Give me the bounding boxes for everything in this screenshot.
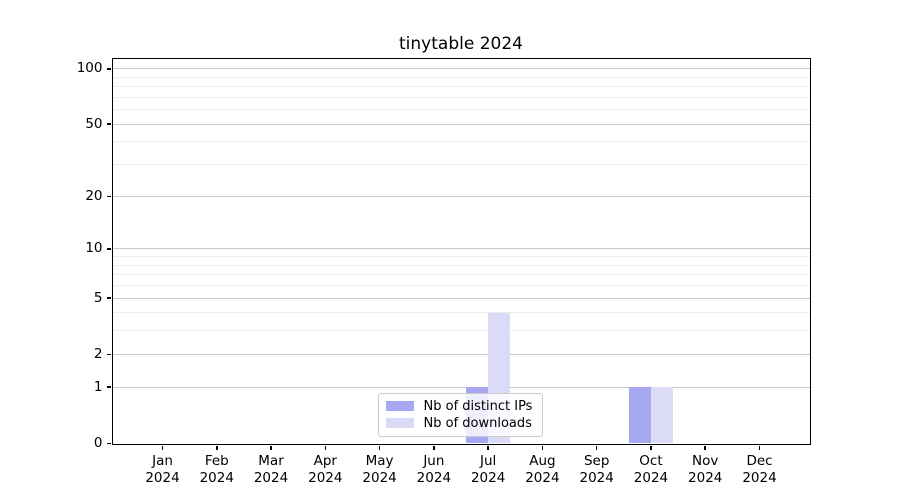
x-tick-month: Dec — [746, 452, 773, 469]
y-gridline-major — [112, 248, 810, 250]
x-tick-year: 2024 — [688, 469, 723, 486]
x-tick — [541, 445, 544, 450]
x-tick-month: Apr — [313, 452, 337, 469]
x-tick-label: Jan 2024 — [135, 453, 191, 487]
x-tick-month: Jan — [152, 452, 173, 469]
x-tick-year: 2024 — [470, 469, 506, 486]
y-gridline-major — [112, 195, 810, 197]
x-tick-month: Aug — [529, 452, 556, 469]
x-tick-label: Sep 2024 — [569, 453, 625, 487]
y-tick-label: 0 — [93, 435, 103, 451]
x-tick-label: Apr 2024 — [297, 453, 353, 487]
y-tick — [106, 195, 111, 198]
x-tick — [704, 445, 706, 450]
y-tick-label: 5 — [93, 289, 103, 306]
bar-downloads-oct — [650, 387, 673, 444]
x-tick-year: 2024 — [579, 469, 614, 486]
x-tick — [270, 445, 272, 450]
bar-distinct-ips-oct — [628, 387, 651, 444]
y-tick — [106, 248, 111, 250]
x-tick-year: 2024 — [253, 469, 289, 486]
legend-item-distinct-ips: Nb of distinct IPs — [385, 398, 534, 415]
y-gridline-minor — [112, 274, 810, 276]
legend-item-downloads: Nb of downloads — [385, 415, 534, 432]
y-gridline-minor — [112, 96, 810, 98]
y-gridline-minor — [112, 86, 810, 88]
x-tick-label: Nov 2024 — [677, 453, 733, 487]
x-tick — [378, 445, 381, 450]
x-tick-month: Oct — [639, 452, 663, 469]
x-tick — [433, 445, 435, 450]
x-tick-label: Mar 2024 — [243, 453, 299, 487]
x-tick — [650, 445, 652, 450]
x-tick — [487, 445, 489, 450]
x-tick-year: 2024 — [199, 469, 234, 486]
x-tick — [324, 445, 327, 450]
y-gridline-major — [112, 353, 810, 355]
x-tick — [161, 445, 164, 450]
y-gridline-major — [112, 68, 810, 70]
y-gridline-minor — [112, 141, 810, 143]
x-tick-year: 2024 — [145, 469, 180, 486]
y-gridline-major — [112, 386, 810, 388]
chart-title: tinytable 2024 — [399, 34, 523, 54]
y-gridline-minor — [112, 312, 810, 314]
legend: Nb of distinct IPs Nb of downloads — [377, 392, 543, 437]
x-tick-month: Sep — [583, 452, 610, 469]
y-tick — [106, 297, 111, 299]
y-gridline-major — [112, 297, 810, 299]
x-tick-year: 2024 — [362, 469, 397, 486]
x-tick-label: Feb 2024 — [189, 453, 245, 487]
x-tick — [758, 445, 761, 450]
y-gridline-minor — [112, 164, 810, 166]
legend-swatch-downloads — [385, 418, 414, 428]
y-gridline-minor — [112, 264, 810, 266]
x-tick-label: Jun 2024 — [406, 453, 462, 487]
x-tick-year: 2024 — [525, 469, 560, 486]
x-tick-label: Dec 2024 — [732, 453, 788, 487]
x-tick-label: Jul 2024 — [460, 453, 516, 487]
y-tick-label: 50 — [85, 115, 103, 132]
x-tick-month: May — [365, 452, 394, 469]
x-tick — [595, 445, 598, 450]
x-tick-year: 2024 — [308, 469, 343, 486]
x-tick-month: Nov — [692, 452, 719, 469]
y-gridline-minor — [112, 76, 810, 78]
y-tick — [106, 442, 111, 445]
legend-label-distinct-ips: Nb of distinct IPs — [423, 398, 533, 414]
y-gridline-minor — [112, 284, 810, 286]
x-tick-label: May 2024 — [352, 453, 408, 487]
y-gridline-minor — [112, 109, 810, 111]
x-tick-month: Jun — [423, 452, 445, 469]
y-tick-label: 100 — [76, 60, 103, 77]
y-tick — [106, 353, 111, 356]
x-tick-label: Aug 2024 — [514, 453, 570, 487]
x-tick-label: Oct 2024 — [623, 453, 679, 487]
x-tick-year: 2024 — [416, 469, 452, 486]
legend-swatch-distinct-ips — [385, 401, 414, 411]
x-tick — [216, 445, 218, 450]
y-tick — [106, 386, 111, 388]
y-gridline-major — [112, 123, 810, 125]
y-tick-label: 20 — [85, 187, 103, 204]
y-tick — [106, 123, 111, 125]
plot-area: Nb of distinct IPs Nb of downloads 100 50… — [77, 57, 811, 486]
y-tick — [106, 68, 111, 70]
x-tick-year: 2024 — [742, 469, 777, 486]
x-tick-month: Mar — [258, 452, 284, 469]
y-gridline-minor — [112, 330, 810, 332]
x-tick-month: Jul — [479, 452, 497, 469]
legend-label-downloads: Nb of downloads — [423, 415, 532, 431]
x-tick-year: 2024 — [633, 469, 669, 486]
x-tick-month: Feb — [204, 452, 229, 469]
y-tick-label: 10 — [85, 240, 103, 257]
y-tick-label: 1 — [93, 378, 103, 395]
y-gridline-minor — [112, 256, 810, 258]
y-tick-label: 2 — [93, 345, 103, 362]
